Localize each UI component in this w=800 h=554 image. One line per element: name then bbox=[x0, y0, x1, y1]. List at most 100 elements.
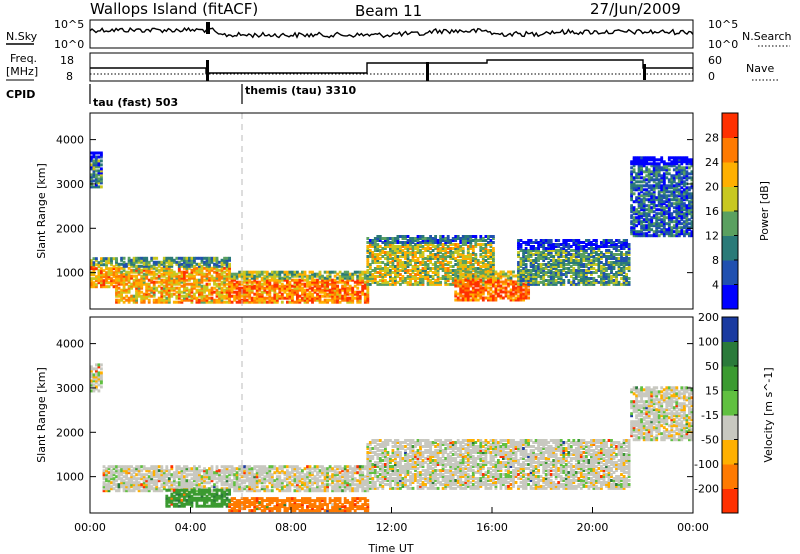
data-cell bbox=[200, 298, 204, 302]
data-cell bbox=[675, 194, 679, 198]
data-cell bbox=[250, 300, 254, 304]
data-cell bbox=[205, 475, 209, 479]
data-cell bbox=[441, 237, 445, 240]
data-cell bbox=[489, 292, 493, 296]
data-cell bbox=[95, 159, 98, 163]
data-cell bbox=[690, 204, 694, 208]
data-cell bbox=[406, 275, 410, 278]
data-cell bbox=[492, 290, 495, 294]
data-cell bbox=[524, 296, 528, 300]
data-cell bbox=[321, 274, 324, 278]
data-cell bbox=[665, 194, 669, 198]
data-cell bbox=[175, 467, 179, 471]
data-cell bbox=[421, 280, 425, 284]
data-cell bbox=[622, 239, 626, 242]
data-cell bbox=[562, 259, 566, 262]
data-cell bbox=[635, 174, 639, 178]
data-cell bbox=[451, 269, 455, 272]
data-cell bbox=[554, 261, 558, 264]
data-cell bbox=[268, 286, 272, 290]
data-cell bbox=[283, 270, 287, 274]
data-cell bbox=[107, 483, 111, 487]
data-cell bbox=[456, 247, 460, 250]
data-cell bbox=[532, 279, 536, 282]
data-cell bbox=[215, 292, 219, 296]
data-cell bbox=[607, 273, 611, 276]
data-cell bbox=[404, 267, 407, 270]
data-cell bbox=[200, 274, 204, 278]
data-cell bbox=[612, 275, 616, 278]
data-cell bbox=[323, 298, 327, 302]
data-cell bbox=[522, 273, 526, 276]
data-cell bbox=[572, 277, 576, 280]
data-cell bbox=[574, 245, 578, 248]
data-cell bbox=[343, 272, 347, 276]
data-cell bbox=[532, 269, 536, 272]
data-cell bbox=[657, 196, 661, 200]
data-cell bbox=[135, 481, 139, 485]
data-cell bbox=[286, 276, 289, 280]
data-cell bbox=[469, 290, 473, 294]
data-cell bbox=[255, 292, 259, 296]
data-cell bbox=[167, 266, 171, 270]
data-cell bbox=[559, 253, 563, 256]
data-cell bbox=[200, 264, 204, 268]
data-cell bbox=[180, 264, 184, 268]
data-cell bbox=[411, 251, 415, 254]
data-cell bbox=[610, 277, 613, 280]
data-cell bbox=[210, 260, 214, 264]
data-cell bbox=[582, 253, 586, 256]
data-cell bbox=[100, 173, 103, 177]
data-cell bbox=[389, 277, 392, 280]
data-cell bbox=[610, 261, 613, 264]
data-cell bbox=[620, 243, 623, 246]
data-cell bbox=[172, 479, 176, 483]
data-cell bbox=[386, 253, 390, 256]
data-cell bbox=[416, 259, 420, 262]
data-cell bbox=[607, 280, 611, 284]
data-cell bbox=[635, 186, 639, 190]
data-cell bbox=[406, 269, 410, 272]
data-cell bbox=[592, 261, 596, 264]
data-cell bbox=[160, 300, 164, 304]
data-cell bbox=[95, 285, 98, 289]
data-cell bbox=[248, 292, 252, 296]
data-cell bbox=[657, 224, 661, 228]
data-cell bbox=[157, 487, 161, 491]
data-cell bbox=[145, 266, 149, 270]
data-cell bbox=[474, 276, 478, 280]
data-cell bbox=[140, 276, 144, 280]
data-cell bbox=[265, 276, 269, 280]
data-cell bbox=[632, 228, 636, 232]
data-cell bbox=[223, 280, 227, 284]
data-cell bbox=[142, 276, 146, 280]
data-cell bbox=[665, 222, 669, 226]
data-cell bbox=[625, 277, 629, 280]
data-cell bbox=[585, 263, 588, 266]
data-cell bbox=[323, 282, 327, 286]
data-cell bbox=[386, 245, 390, 248]
data-cell bbox=[371, 275, 375, 278]
data-cell bbox=[474, 237, 478, 240]
data-cell bbox=[185, 296, 189, 300]
data-cell bbox=[200, 260, 204, 264]
data-cell bbox=[180, 485, 184, 489]
data-cell bbox=[667, 184, 671, 188]
data-cell bbox=[690, 198, 694, 202]
data-cell bbox=[635, 232, 639, 236]
data-cell bbox=[389, 269, 392, 272]
data-cell bbox=[657, 190, 661, 194]
data-cell bbox=[150, 258, 154, 262]
data-cell bbox=[655, 224, 659, 228]
data-cell bbox=[180, 278, 184, 282]
data-cell bbox=[688, 210, 691, 214]
data-cell bbox=[321, 294, 324, 298]
data-cell bbox=[255, 288, 259, 292]
data-cell bbox=[378, 245, 382, 248]
data-cell bbox=[107, 275, 111, 279]
data-cell bbox=[152, 288, 156, 292]
data-cell bbox=[102, 473, 106, 477]
data-cell bbox=[449, 271, 453, 274]
data-cell bbox=[386, 237, 390, 240]
